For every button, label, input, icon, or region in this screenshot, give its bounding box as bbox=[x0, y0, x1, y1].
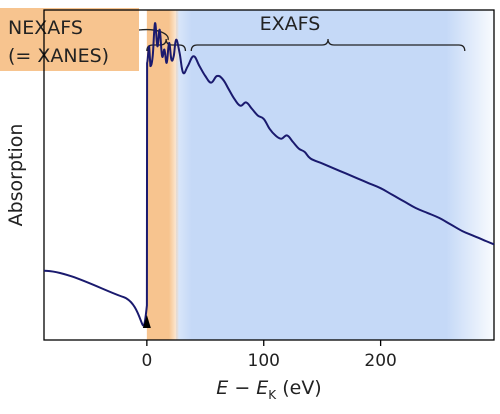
x-axis-label-e2: E bbox=[256, 377, 268, 399]
exafs-label: EXAFS bbox=[260, 13, 321, 35]
nexafs-region bbox=[146, 10, 179, 340]
edge-arrow-icon bbox=[142, 315, 151, 328]
exafs-region bbox=[175, 10, 495, 340]
plot-frame bbox=[43, 9, 495, 341]
absorption-line bbox=[43, 22, 495, 327]
nexafs-label-connector bbox=[138, 28, 169, 41]
x-axis-label-e: E bbox=[216, 377, 228, 399]
x-axis-ticks: 0 100 200 bbox=[141, 340, 397, 371]
x-tick-label: 200 bbox=[364, 351, 396, 371]
x-axis-label-minus: − bbox=[228, 377, 256, 399]
x-axis-label-subscript: K bbox=[268, 388, 277, 402]
nexafs-label-box bbox=[0, 8, 139, 71]
x-tick-label: 0 bbox=[141, 351, 152, 371]
x-axis-label: E − EK (eV) bbox=[216, 377, 321, 402]
exafs-brace bbox=[190, 38, 466, 52]
x-axis-label-unit: (eV) bbox=[276, 377, 322, 399]
x-tick-label: 100 bbox=[248, 351, 280, 371]
nexafs-label-line2: (= XANES) bbox=[8, 45, 109, 67]
nexafs-brace bbox=[146, 38, 187, 52]
nexafs-label-line1: NEXAFS bbox=[8, 17, 83, 39]
y-axis-label: Absorption bbox=[5, 124, 27, 227]
